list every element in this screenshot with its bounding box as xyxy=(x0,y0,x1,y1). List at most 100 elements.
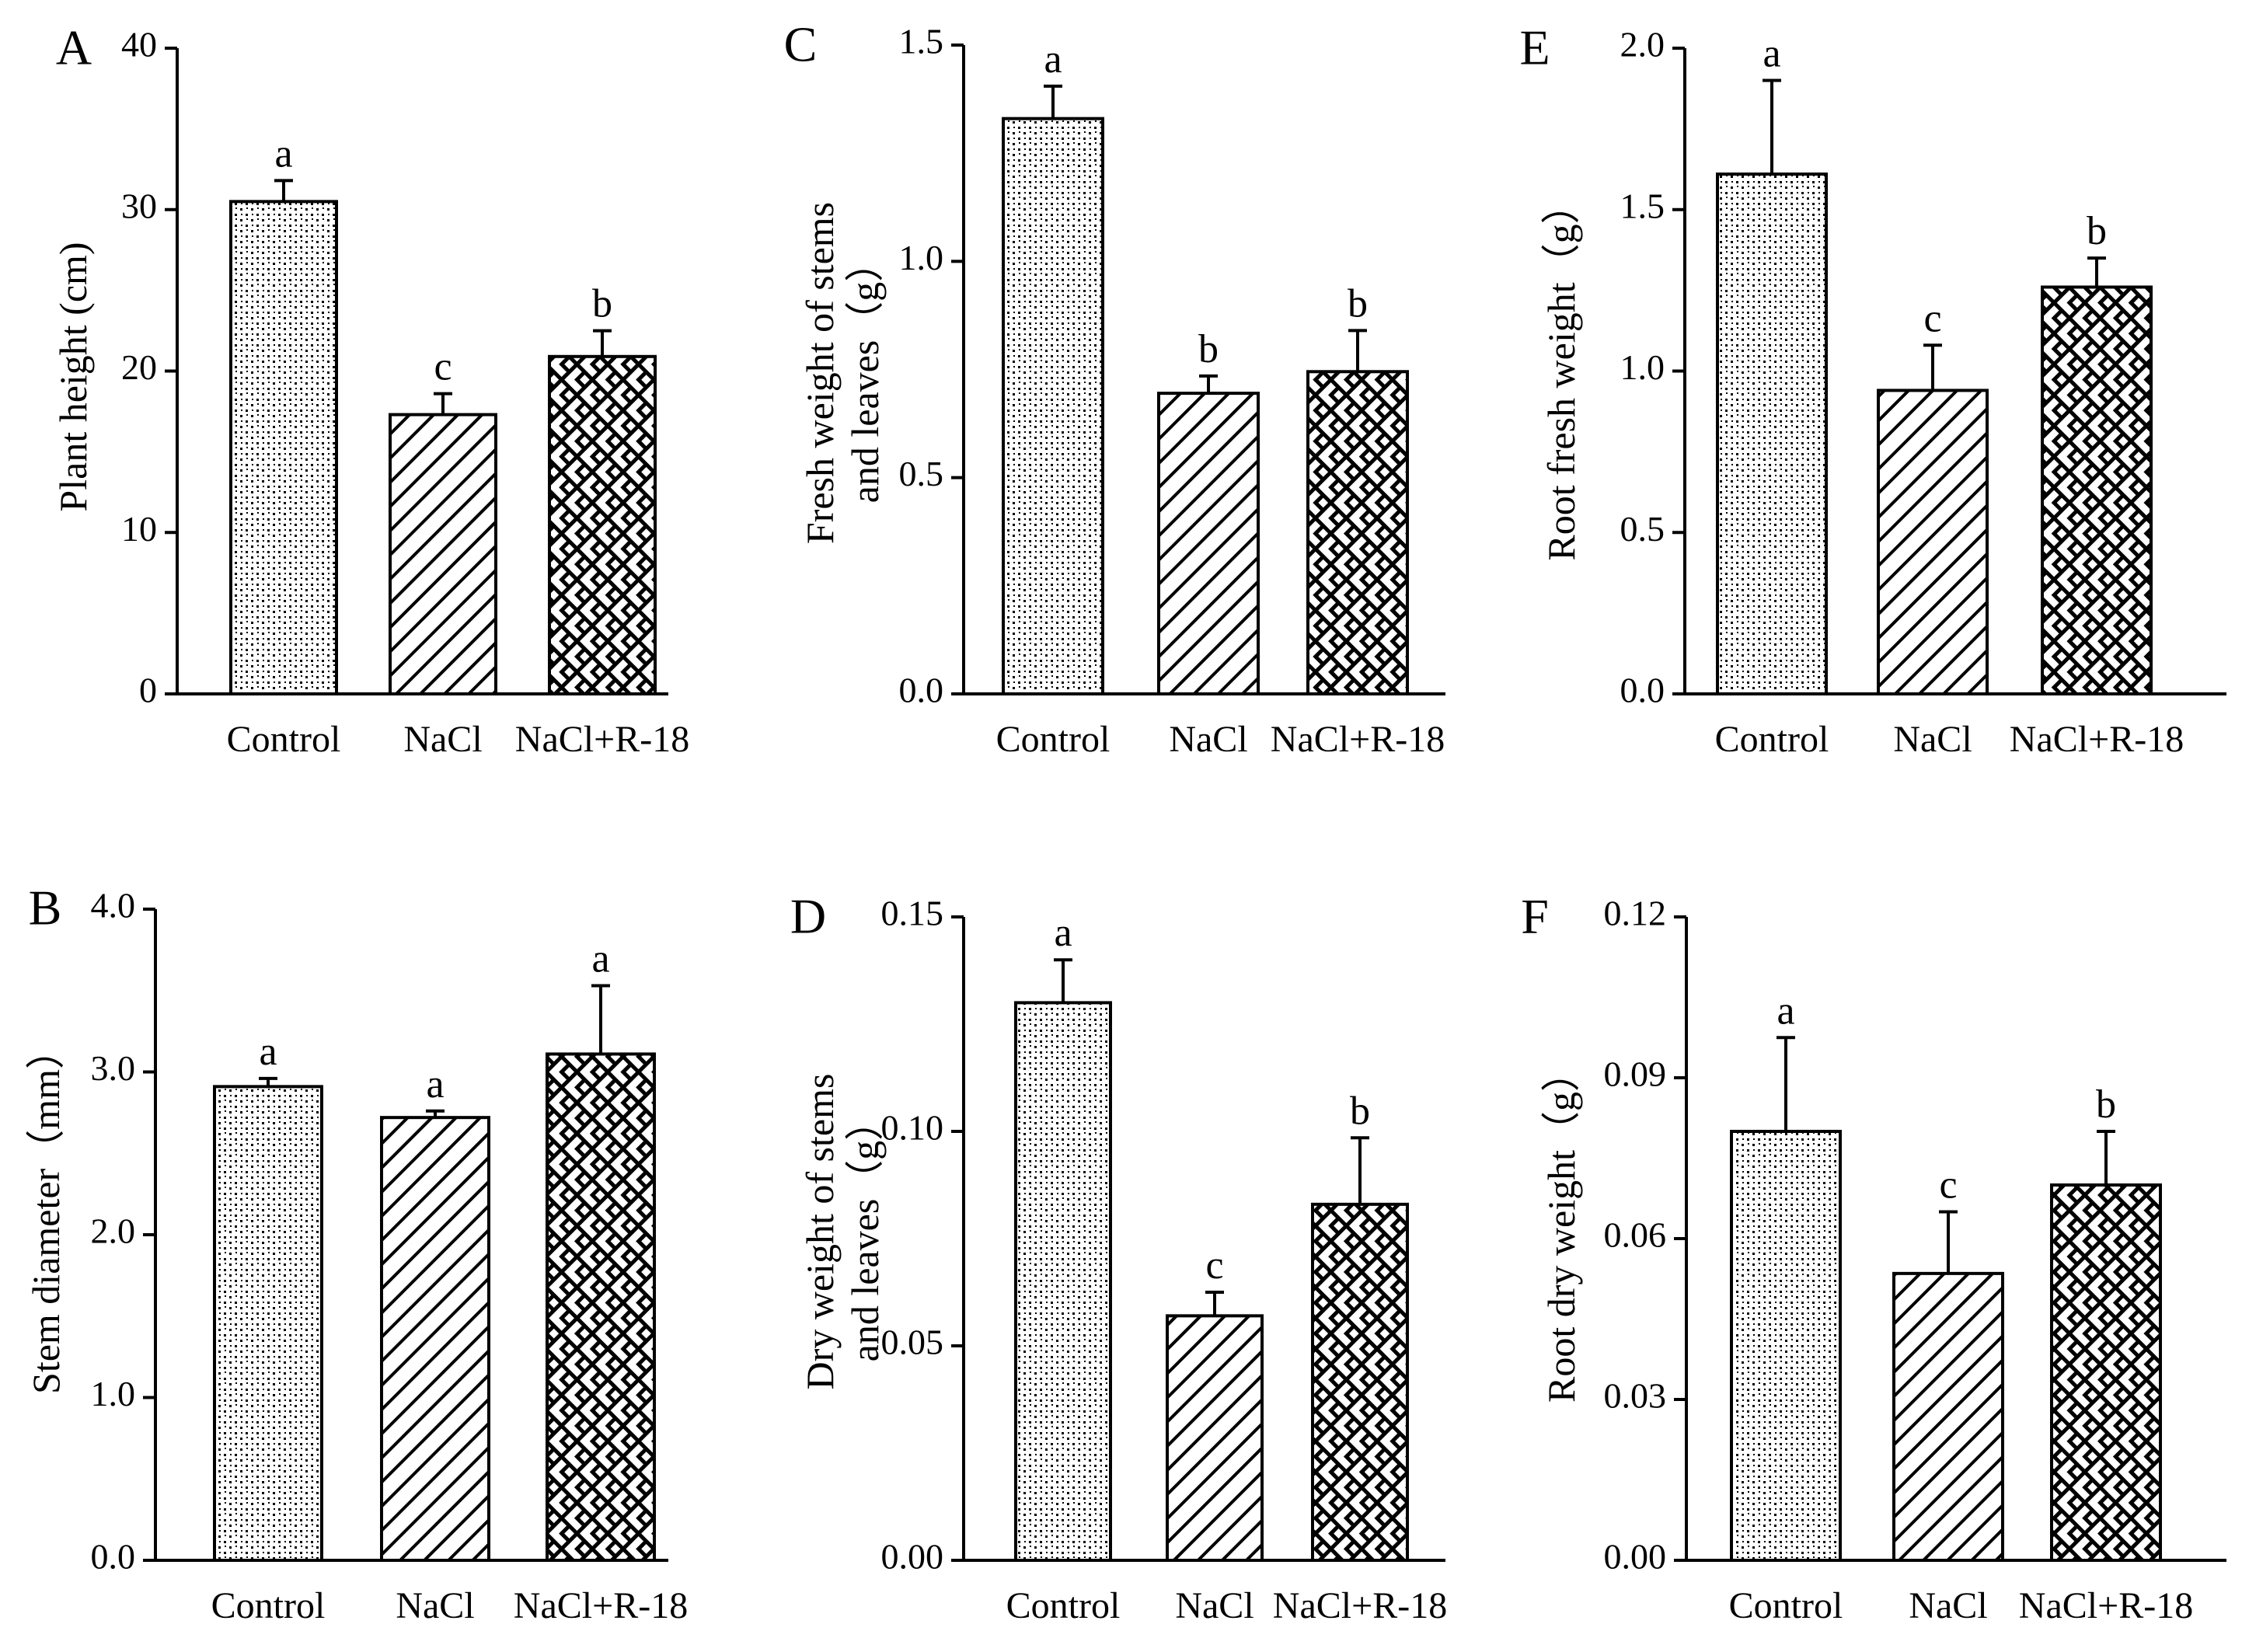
y-tick-label: 1.0 xyxy=(91,1374,136,1413)
panel-label: D xyxy=(790,889,826,944)
y-tick-label: 0.06 xyxy=(1604,1215,1667,1255)
panel-label: A xyxy=(56,20,92,75)
y-tick-label: 0.15 xyxy=(881,894,944,933)
y-axis-label: Dry weight of stemsand leaves（g） xyxy=(798,1074,887,1390)
y-tick-label: 0.00 xyxy=(1604,1537,1667,1577)
bar xyxy=(229,200,338,695)
bar xyxy=(1311,1202,1409,1562)
significance-letter: c xyxy=(1939,1163,1957,1208)
x-tick-label: NaCl+R-18 xyxy=(514,1585,688,1626)
y-tick-label: 0.05 xyxy=(881,1323,944,1362)
bar xyxy=(1716,173,1828,696)
significance-letter: c xyxy=(1923,296,1941,340)
significance-letter: b xyxy=(1348,281,1368,326)
bar xyxy=(2041,285,2153,696)
y-tick-label: 0.5 xyxy=(899,454,944,493)
x-tick-label: Control xyxy=(1729,1585,1843,1626)
x-tick-label: NaCl xyxy=(1175,1585,1253,1626)
significance-letter: c xyxy=(1205,1243,1223,1288)
panel-label: E xyxy=(1519,20,1550,75)
significance-letter: b xyxy=(2087,209,2107,253)
x-tick-label: NaCl xyxy=(396,1585,474,1626)
y-tick-label: 10 xyxy=(121,509,157,549)
bar xyxy=(2050,1183,2162,1562)
significance-letter: b xyxy=(1198,327,1219,371)
bar xyxy=(1730,1130,1842,1562)
y-tick-label: 0.10 xyxy=(881,1108,944,1148)
panel-label: B xyxy=(29,880,62,936)
bar xyxy=(548,354,657,695)
y-tick-label: 0 xyxy=(139,671,157,710)
x-tick-label: NaCl xyxy=(403,719,482,760)
bar xyxy=(1014,1001,1112,1562)
significance-letter: b xyxy=(1350,1089,1370,1133)
bar xyxy=(1157,392,1260,695)
bar xyxy=(213,1085,323,1562)
significance-letter: a xyxy=(259,1030,277,1074)
y-tick-label: 1.5 xyxy=(1620,186,1665,225)
y-tick-label: 0.03 xyxy=(1604,1376,1667,1416)
panel-E: E 0.0 0.5 1.0 1.5 2.0 Root fresh weight（g） a Con… xyxy=(1519,20,2226,760)
bar xyxy=(389,413,497,696)
significance-letter: b xyxy=(2096,1082,2116,1127)
x-tick-label: Control xyxy=(1715,719,1829,760)
y-tick-label: 0.0 xyxy=(899,671,944,710)
y-tick-label: 40 xyxy=(121,25,157,64)
significance-letter: a xyxy=(1763,32,1780,76)
bar xyxy=(380,1116,490,1563)
y-tick-label: 0.0 xyxy=(91,1537,136,1577)
x-tick-label: NaCl+R-18 xyxy=(2010,719,2184,760)
y-tick-label: 2.0 xyxy=(1620,25,1665,64)
y-tick-label: 2.0 xyxy=(91,1211,136,1251)
y-axis-label: Root fresh weight（g） xyxy=(1539,185,1583,560)
significance-letter: b xyxy=(592,282,612,326)
panel-D: D 0.00 0.05 0.10 0.15 Dry weight of stemsand … xyxy=(790,889,1447,1626)
panel-label: C xyxy=(784,17,818,72)
panel-B: B 0.0 1.0 2.0 3.0 4.0 Stem diameter（mm） a Contro… xyxy=(24,880,688,1626)
y-tick-label: 30 xyxy=(121,186,157,225)
x-tick-label: NaCl xyxy=(1893,719,1972,760)
significance-letter: a xyxy=(274,131,292,176)
y-axis-label: Plant height (cm) xyxy=(51,242,95,511)
x-tick-label: NaCl xyxy=(1169,719,1247,760)
x-tick-label: NaCl+R-18 xyxy=(515,719,689,760)
y-axis-label: Stem diameter（mm） xyxy=(24,1030,68,1394)
significance-letter: a xyxy=(591,936,609,981)
y-tick-label: 0.5 xyxy=(1620,509,1665,549)
significance-letter: a xyxy=(426,1062,444,1107)
y-tick-label: 4.0 xyxy=(91,886,136,925)
y-tick-label: 3.0 xyxy=(91,1048,136,1088)
x-tick-label: Control xyxy=(1006,1585,1121,1626)
y-tick-label: 1.0 xyxy=(1620,347,1665,387)
bar xyxy=(1306,370,1409,695)
bar xyxy=(1002,117,1104,695)
y-axis-label: Root dry weight（g） xyxy=(1539,1053,1583,1403)
y-tick-label: 1.0 xyxy=(899,238,944,277)
x-tick-label: NaCl+R-18 xyxy=(2019,1585,2193,1626)
y-tick-label: 0.09 xyxy=(1604,1054,1667,1094)
panel-A: A 0 10 20 30 40 Plant height (cm) a Control c NaCl… xyxy=(51,20,689,760)
y-axis-label: Fresh weight of stemsand leaves（g） xyxy=(798,202,887,544)
significance-letter: a xyxy=(1054,911,1072,955)
x-tick-label: Control xyxy=(211,1585,326,1626)
significance-letter: a xyxy=(1777,988,1794,1033)
bar xyxy=(546,1052,656,1562)
y-tick-label: 0.12 xyxy=(1604,894,1667,933)
significance-letter: c xyxy=(434,345,452,389)
x-tick-label: Control xyxy=(227,719,341,760)
x-tick-label: NaCl xyxy=(1909,1585,1987,1626)
x-tick-label: NaCl+R-18 xyxy=(1273,1585,1447,1626)
panel-label: F xyxy=(1521,889,1549,944)
bar xyxy=(1877,389,1989,695)
y-tick-label: 0.00 xyxy=(881,1537,944,1577)
y-tick-label: 0.0 xyxy=(1620,671,1665,710)
x-tick-label: Control xyxy=(996,719,1111,760)
bar xyxy=(1166,1314,1264,1562)
y-tick-label: 1.5 xyxy=(899,22,944,61)
bar xyxy=(1892,1271,2004,1562)
x-tick-label: NaCl+R-18 xyxy=(1271,719,1445,760)
significance-letter: a xyxy=(1044,37,1062,82)
panel-F: F 0.00 0.03 0.06 0.09 0.12 Root dry weight（g） a… xyxy=(1521,889,2226,1626)
y-tick-label: 20 xyxy=(121,347,157,387)
